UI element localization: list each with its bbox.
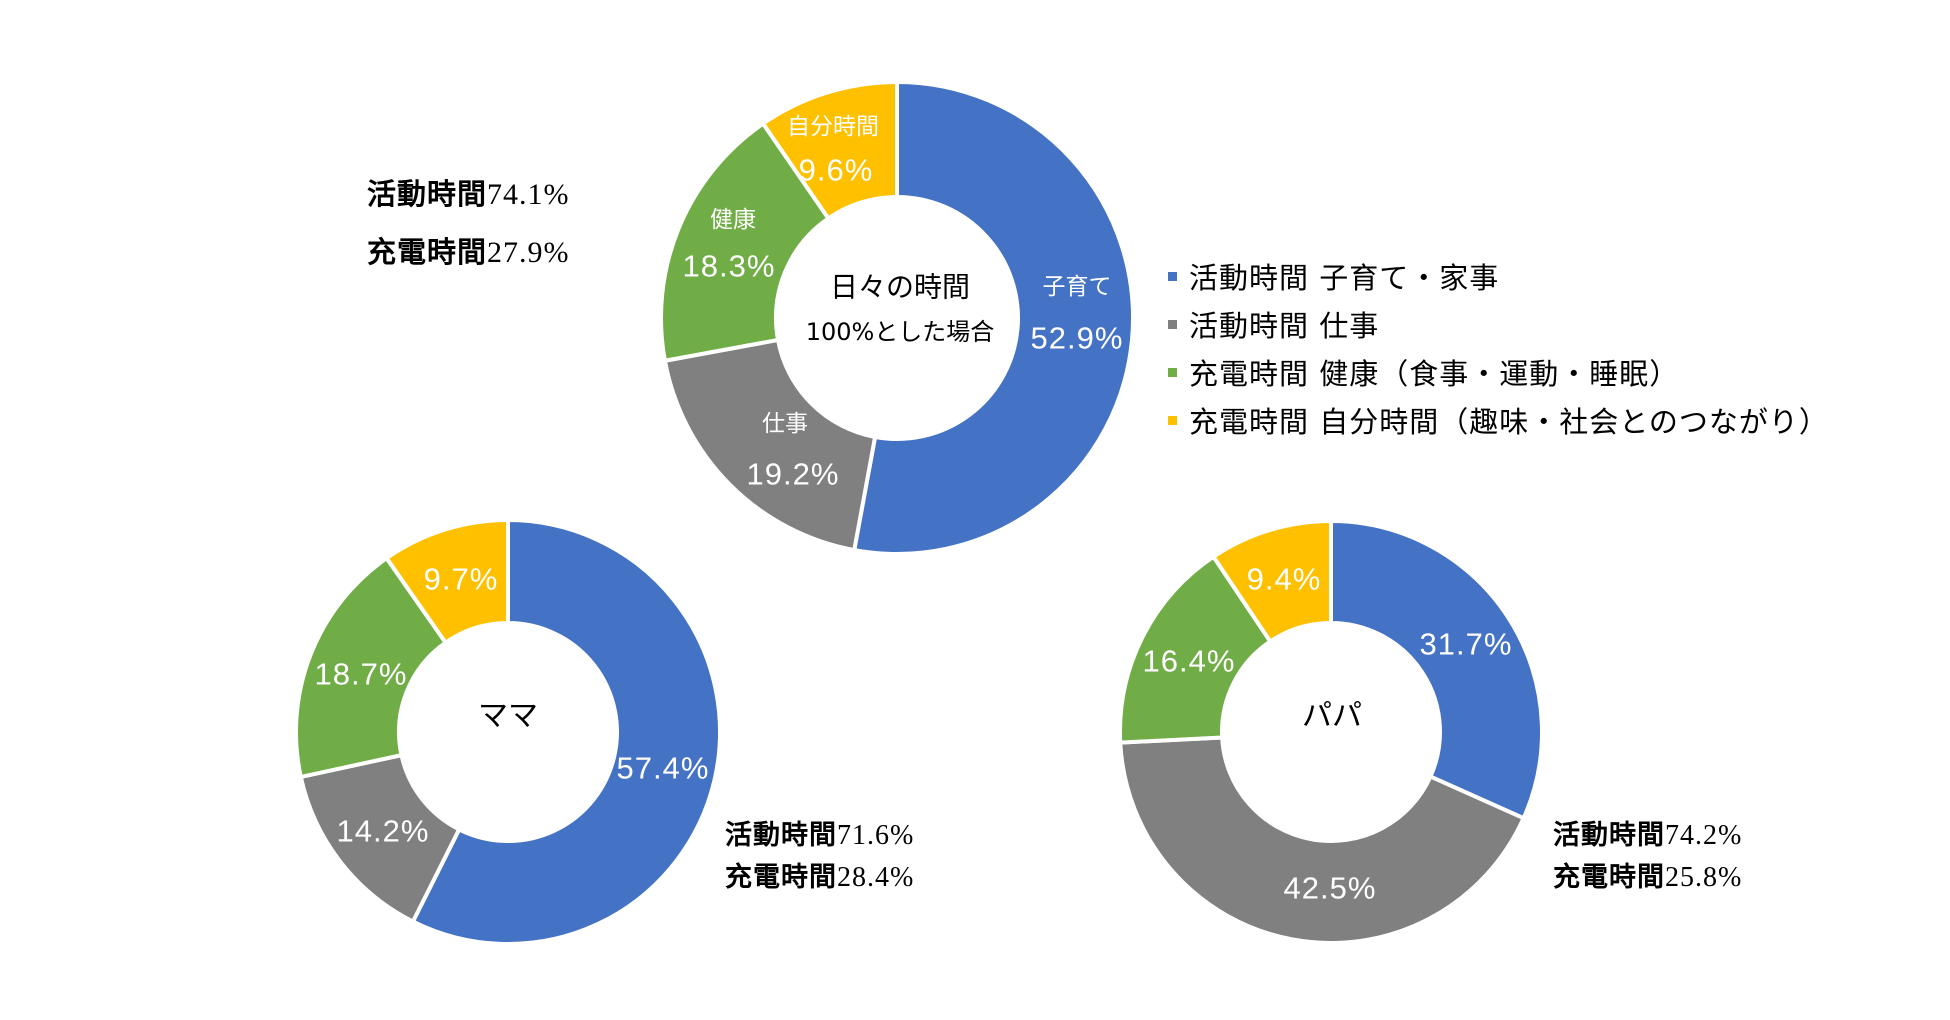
charge-time-value: 28.4% (837, 862, 915, 893)
center-subtitle: 100%とした場合 (806, 318, 995, 346)
chart-legend: 活動時間 子育て・家事 活動時間 仕事 充電時間 健康（食事・運動・睡眠） 充電… (1168, 252, 1829, 444)
legend-item-health: 充電時間 健康（食事・運動・睡眠） (1168, 348, 1829, 396)
slice-personal-time (761, 80, 899, 221)
slice-label-health: 健康 (710, 207, 756, 233)
center-title: ママ (478, 699, 538, 734)
legend-item-childcare: 活動時間 子育て・家事 (1168, 252, 1829, 300)
papa-charge-time: 充電時間25.8% (1553, 864, 1742, 892)
slice-health (294, 556, 448, 779)
donut-slices (659, 80, 1135, 556)
papa-active-time: 活動時間74.2% (1553, 822, 1742, 850)
slice-value-health: 18.7% (315, 657, 408, 692)
slice-label-work: 仕事 (762, 411, 808, 437)
legend-item-work: 活動時間 仕事 (1168, 300, 1829, 348)
slice-value-health: 18.3% (683, 249, 776, 284)
donut-chart-papa: 31.7% 42.5% 16.4% 9.4% パパ (1118, 519, 1544, 945)
slice-value-childcare: 57.4% (617, 751, 710, 786)
legend-swatch-icon (1168, 319, 1177, 329)
slice-value-work: 14.2% (337, 814, 430, 849)
slice-value-personal-time: 9.7% (424, 562, 499, 597)
charge-time-label: 充電時間 (725, 862, 837, 893)
slice-personal-time (1211, 519, 1333, 644)
slice-childcare (410, 518, 722, 946)
slice-childcare (1329, 519, 1544, 821)
slice-value-work: 42.5% (1284, 871, 1377, 906)
active-time-value: 74.1% (487, 178, 570, 211)
legend-label: 活動時間 仕事 (1189, 309, 1380, 343)
slice-label-personal-time: 自分時間 (787, 114, 879, 140)
slice-childcare (852, 80, 1135, 556)
slice-label-childcare: 子育て (1043, 274, 1112, 300)
legend-swatch-icon (1168, 271, 1177, 281)
slice-value-personal-time: 9.6% (799, 153, 874, 188)
slice-health (1118, 554, 1273, 745)
mama-active-time: 活動時間71.6% (725, 822, 914, 850)
legend-label: 充電時間 健康（食事・運動・睡眠） (1189, 357, 1680, 391)
charge-time-label: 充電時間 (1553, 862, 1665, 893)
charge-time-label: 充電時間 (367, 235, 488, 269)
mama-charge-time: 充電時間28.4% (725, 864, 914, 892)
charge-time-value: 25.8% (1665, 862, 1743, 893)
slice-personal-time (384, 518, 510, 645)
overall-charge-time: 充電時間27.9% (367, 238, 570, 268)
slice-value-personal-time: 9.4% (1247, 562, 1322, 597)
slice-health (659, 121, 831, 363)
donut-slices (1118, 519, 1544, 945)
slice-work (1118, 735, 1526, 945)
center-title: 日々の時間 (830, 271, 970, 304)
slice-value-childcare: 52.9% (1031, 321, 1124, 356)
active-time-label: 活動時間 (367, 177, 488, 211)
active-time-label: 活動時間 (1553, 820, 1665, 851)
active-time-label: 活動時間 (725, 820, 837, 851)
legend-label: 充電時間 自分時間（趣味・社会とのつながり） (1189, 405, 1829, 439)
charge-time-value: 27.9% (487, 236, 570, 269)
donut-chart-mama: 57.4% 14.2% 18.7% 9.7% ママ (294, 518, 722, 946)
donut-slices (294, 518, 722, 946)
donut-chart-overall: 子育て 52.9% 仕事 19.2% 健康 18.3% 自分時間 9.6% 日々… (659, 80, 1135, 556)
slice-value-health: 16.4% (1143, 644, 1236, 679)
legend-swatch-icon (1168, 367, 1177, 377)
legend-label: 活動時間 子育て・家事 (1189, 261, 1500, 295)
active-time-value: 74.2% (1665, 820, 1743, 851)
slice-value-childcare: 31.7% (1420, 627, 1513, 662)
overall-active-time: 活動時間74.1% (367, 180, 570, 210)
center-title: パパ (1302, 699, 1362, 734)
slice-work (662, 337, 878, 553)
legend-item-personal-time: 充電時間 自分時間（趣味・社会とのつながり） (1168, 396, 1829, 444)
slice-value-work: 19.2% (747, 457, 840, 492)
active-time-value: 71.6% (837, 820, 915, 851)
legend-swatch-icon (1168, 415, 1177, 425)
